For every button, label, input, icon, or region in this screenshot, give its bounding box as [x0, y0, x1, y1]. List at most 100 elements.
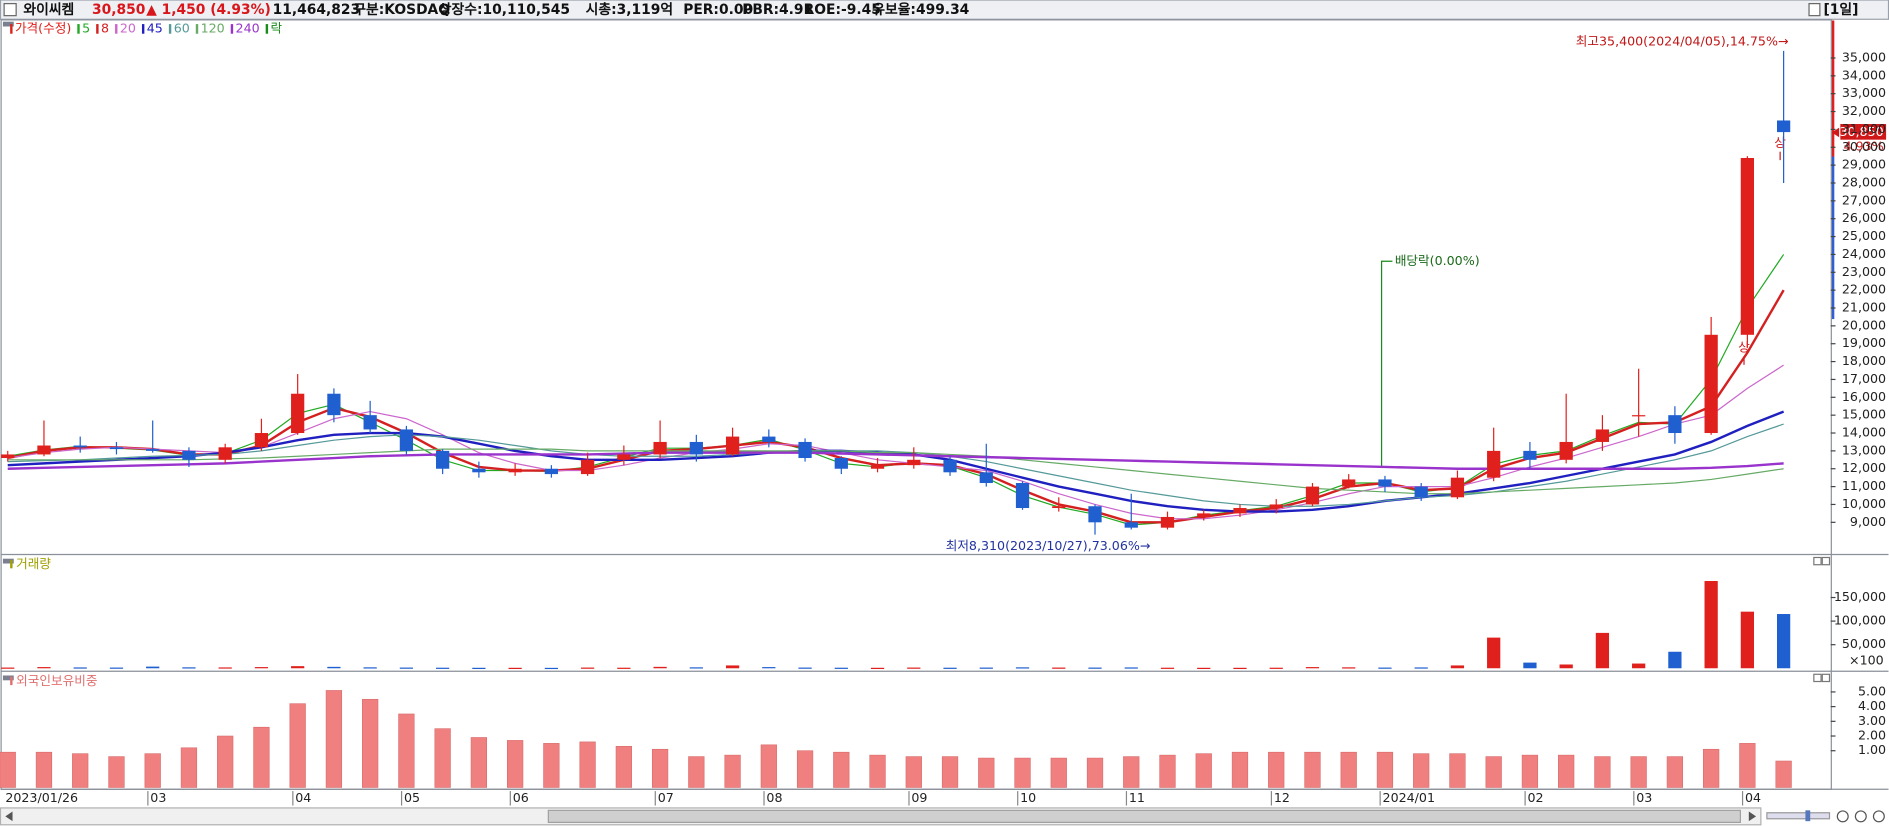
foreign-ratio-bar: [796, 750, 814, 788]
panel-icon[interactable]: [2, 21, 14, 27]
menu-button[interactable]: [1808, 3, 1821, 17]
foreign-ratio-bar: [579, 741, 596, 788]
x-tick-label: 05: [404, 790, 420, 805]
candle-body: [544, 468, 558, 475]
candle-body: [1305, 486, 1320, 505]
foreign-ratio-bar: [1703, 748, 1720, 788]
volume-bar: [399, 667, 414, 669]
volume-bar: [1305, 667, 1320, 669]
foreign-ratio-bar: [434, 728, 451, 788]
zoom-out[interactable]: [1836, 810, 1849, 823]
volume-bar: [580, 667, 595, 669]
price-tag: 30,850: [1839, 124, 1883, 139]
candle-body: [472, 468, 486, 473]
panel-button[interactable]: [1813, 673, 1822, 683]
window-icon[interactable]: [3, 3, 17, 17]
legend-label: 락: [271, 20, 283, 35]
y-tick-label: 22,000: [1842, 282, 1886, 297]
foreign-ratio-bar: [1558, 754, 1575, 788]
scroll-left[interactable]: [5, 811, 13, 822]
y-tick-label: 34,000: [1842, 67, 1886, 82]
y-tick-label: 31,000: [1842, 121, 1886, 136]
y-tick-label: 27,000: [1842, 192, 1886, 207]
x-tick-label: 08: [766, 790, 782, 805]
candle-body: [1269, 504, 1283, 509]
volume-bar: [1269, 667, 1283, 669]
foreign-ratio-bar: [1739, 743, 1756, 788]
foreign-ratio-bar: [1449, 753, 1466, 788]
legend-label: 20: [120, 20, 136, 35]
candle-body: [943, 459, 957, 473]
period[interactable]: [1일]: [1823, 2, 1858, 18]
volume-bar: [1523, 662, 1537, 669]
foreign-ratio-bar: [1231, 751, 1249, 788]
panel-icon[interactable]: [2, 558, 14, 564]
volume-bar: [1414, 667, 1428, 669]
x-tick-label: 04: [295, 790, 311, 805]
candle-body: [1523, 450, 1537, 460]
zoom-reset[interactable]: [1872, 810, 1885, 823]
x-tick-label: 02: [1528, 790, 1544, 805]
panel-button[interactable]: [1821, 673, 1831, 683]
legend-marker: [141, 24, 145, 34]
foreign-ratio-bar: [144, 753, 161, 788]
zoom-slider[interactable]: [1766, 812, 1831, 820]
x-tick-label: 10: [1020, 790, 1036, 805]
scroll-right[interactable]: [1748, 811, 1757, 822]
legend-label: 240: [236, 20, 260, 35]
candle-body: [291, 393, 305, 434]
candle-body: [1450, 477, 1465, 498]
volume-bar: [1632, 663, 1646, 669]
foreign-ratio-bar: [543, 743, 560, 788]
moving-average-line: [7, 448, 1784, 495]
foreign-ratio-bar: [470, 737, 488, 788]
candle-body: [1704, 334, 1718, 434]
candle-body: [1342, 479, 1356, 487]
scroll-thumb[interactable]: [547, 809, 1741, 823]
y-tick-label: 1.00: [1858, 742, 1886, 757]
candle-body: [1052, 506, 1066, 509]
legend-marker: [265, 24, 269, 34]
volume-bar: [1378, 667, 1392, 669]
foreign-ratio-bar: [978, 757, 995, 788]
legend-marker: [10, 559, 13, 569]
zoom-handle[interactable]: [1805, 810, 1811, 822]
foreign-ratio-bar: [108, 756, 125, 788]
x-tick-label: 04: [1745, 790, 1761, 805]
foreign-ratio-bar: [1775, 760, 1792, 788]
volume-bar: [218, 667, 232, 669]
volume-bar: [1487, 637, 1501, 669]
panel-button[interactable]: [1821, 556, 1831, 566]
volume-bar: [907, 667, 921, 669]
foreign-ratio-bar: [72, 753, 89, 788]
volume-bar: [1342, 667, 1356, 669]
foreign-ratio-bar: [1123, 756, 1140, 788]
x-tick-label: 09: [911, 790, 927, 805]
legend-marker: [230, 24, 234, 34]
foreign-ratio-bar: [253, 726, 270, 788]
panel-button[interactable]: [1813, 556, 1822, 566]
price-tag-box: [1840, 124, 1887, 140]
candle-body: [1740, 157, 1755, 335]
y-tick-label: 15,000: [1842, 407, 1886, 422]
candle-body: [1124, 522, 1138, 528]
foreign-ratio-bar: [1195, 753, 1212, 788]
candle-body: [1777, 120, 1791, 133]
foreign-ratio-bar: [1630, 756, 1647, 788]
x-tick-label: 12: [1274, 790, 1290, 805]
y-tick-label: 11,000: [1842, 478, 1886, 493]
foreign-ratio-bar: [1050, 757, 1067, 788]
foreign-ratio-bar: [180, 747, 198, 788]
foreign-ratio-bar: [688, 756, 705, 788]
reserve-ratio: 유보율:499.34: [872, 1, 969, 18]
zoom-in[interactable]: [1854, 810, 1867, 823]
y-tick-label: 13,000: [1842, 442, 1886, 457]
foreign-ratio-bar: [1594, 756, 1611, 788]
panel-icon[interactable]: [2, 675, 14, 681]
y-tick-label: 25,000: [1842, 228, 1886, 243]
volume-bar: [254, 667, 269, 669]
y-tick-label: 17,000: [1842, 371, 1886, 386]
volume-bar: [146, 666, 160, 669]
legend-label: 가격(수정): [15, 20, 71, 35]
candle-body: [254, 433, 269, 448]
